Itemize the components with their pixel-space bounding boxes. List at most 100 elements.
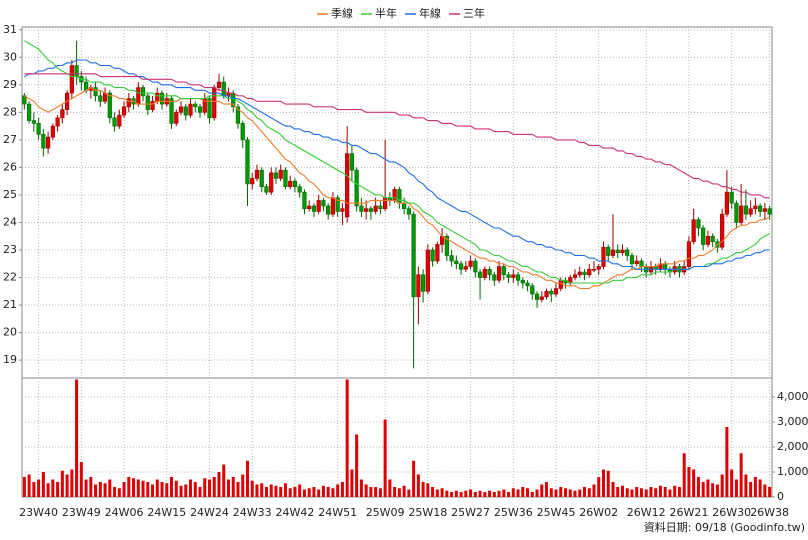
volume-bar — [601, 469, 605, 497]
candle-body — [235, 106, 241, 124]
y-tick-label: 23 — [3, 243, 17, 256]
volume-bar — [497, 490, 501, 497]
candle-body — [444, 235, 449, 256]
volume-bar — [478, 490, 482, 497]
volume-bar — [473, 492, 477, 497]
volume-bar — [355, 434, 359, 497]
candle-body — [117, 114, 122, 127]
candle-body — [302, 191, 307, 209]
volume-bar — [155, 479, 159, 497]
candle-body — [530, 285, 535, 295]
legend-label: 半年 — [375, 6, 397, 20]
candle-body — [406, 208, 411, 215]
volume-bar — [431, 487, 435, 497]
volume-bar — [60, 470, 64, 497]
candle-body — [511, 274, 516, 278]
volume-bar — [103, 483, 107, 497]
candle-body — [753, 205, 758, 209]
volume-bar — [763, 484, 767, 497]
volume-bar — [435, 489, 439, 497]
legend-label: 三年 — [463, 6, 485, 20]
volume-bar — [730, 469, 734, 497]
x-tick-label: 25W36 — [494, 506, 533, 519]
candle-body — [734, 202, 739, 223]
candle-body — [250, 178, 255, 185]
volume-bar — [388, 479, 392, 497]
volume-bar — [136, 479, 140, 497]
volume-bar — [250, 480, 254, 497]
candle-body — [330, 197, 336, 215]
volume-bar — [753, 477, 757, 497]
volume-bar — [94, 484, 98, 497]
candle-body — [188, 103, 193, 116]
volume-bar — [739, 453, 743, 497]
volume-bar — [75, 379, 79, 497]
volume-bar — [170, 477, 174, 497]
x-tick-label: 26W30 — [712, 506, 751, 519]
candle-body — [506, 274, 511, 278]
candle-body — [207, 98, 212, 119]
candle-body — [193, 103, 198, 108]
volume-bar — [635, 487, 639, 497]
volume-bar — [412, 460, 416, 497]
x-tick-label: 24W42 — [276, 506, 315, 519]
volume-bar — [113, 487, 117, 497]
candle-body — [288, 180, 293, 187]
candle-body — [283, 169, 288, 187]
candle-body — [140, 87, 146, 97]
y-tick-label: 31 — [3, 23, 17, 36]
candle-body — [496, 266, 502, 281]
candle-body — [107, 92, 112, 119]
x-tick-label: 24W06 — [105, 506, 144, 519]
volume-bar — [22, 477, 26, 497]
candle-body — [41, 134, 46, 149]
volume-bar — [393, 487, 397, 497]
candle-body — [411, 213, 416, 298]
volume-bar — [32, 482, 36, 497]
candle-body — [397, 189, 402, 204]
candle-body — [544, 290, 549, 298]
volume-bar — [611, 482, 615, 497]
y-tick-label: 24 — [3, 215, 17, 228]
volume-bar — [644, 489, 648, 497]
candle-body — [27, 103, 32, 121]
volume-bar — [274, 485, 278, 497]
candle-body — [549, 290, 554, 295]
volume-bar — [545, 482, 549, 497]
volume-bar — [151, 484, 155, 497]
volume-bar — [573, 490, 577, 497]
volume-bar — [288, 488, 292, 497]
candle-body — [625, 249, 630, 256]
candle-body — [169, 98, 174, 124]
candle-body — [416, 274, 421, 298]
candle-body — [601, 246, 606, 267]
volume-bar — [464, 490, 468, 497]
volume-bar — [312, 487, 316, 497]
volume-bar — [677, 487, 681, 497]
volume-bar — [41, 472, 45, 497]
x-tick-label: 26W02 — [579, 506, 618, 519]
candle-body — [335, 197, 340, 212]
y-tick-label: 19 — [3, 353, 17, 366]
volume-bar — [568, 489, 572, 497]
candle-body — [240, 123, 245, 141]
volume-bar — [483, 492, 487, 497]
candle-body — [710, 235, 715, 243]
volume-bar — [383, 419, 387, 497]
volume-bar — [673, 485, 677, 497]
legend-label: 年線 — [419, 6, 441, 20]
volume-bar — [715, 484, 719, 497]
candle-body — [60, 109, 65, 119]
candle-body — [482, 268, 487, 278]
x-tick-label: 24W15 — [147, 506, 186, 519]
volume-bar — [141, 480, 145, 497]
volume-bar — [226, 479, 230, 497]
volume-bar — [559, 487, 563, 497]
volume-bar — [616, 487, 620, 497]
x-tick-label: 23W49 — [62, 506, 101, 519]
candle-body — [591, 268, 597, 271]
volume-bar — [535, 489, 539, 497]
y-tick-label: 1,000 — [777, 465, 808, 478]
